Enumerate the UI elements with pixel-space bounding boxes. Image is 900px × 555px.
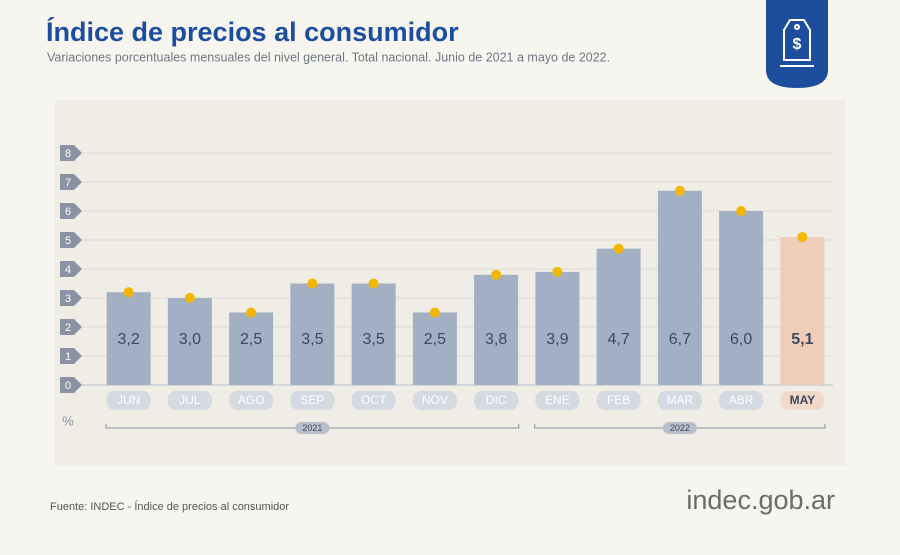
y-tick-badge xyxy=(60,174,82,190)
y-tick-badge xyxy=(60,261,82,277)
value-label: 3,5 xyxy=(363,331,385,348)
bar xyxy=(229,312,274,385)
y-tick-badge xyxy=(60,203,82,219)
x-tick-pill xyxy=(474,391,519,410)
unit-label: % xyxy=(62,413,74,428)
marker xyxy=(429,307,440,318)
y-tick-label: 3 xyxy=(65,293,71,305)
y-tick-badge xyxy=(60,377,82,393)
y-tick-label: 0 xyxy=(65,380,71,392)
logo-icon: $ xyxy=(780,19,814,67)
x-tick-label: FEB xyxy=(607,393,630,407)
bar xyxy=(535,271,580,385)
bar xyxy=(596,248,641,385)
value-label: 3,2 xyxy=(118,331,140,348)
marker xyxy=(368,278,379,289)
x-tick-label: OCT xyxy=(361,393,387,407)
x-tick-label: NOV xyxy=(422,393,448,407)
y-tick-badge xyxy=(60,290,82,306)
x-tick-pill xyxy=(412,391,457,410)
x-tick-pill xyxy=(596,391,641,410)
x-tick-label: ENE xyxy=(545,393,570,407)
marker xyxy=(307,278,318,289)
value-label: 2,5 xyxy=(240,331,262,348)
bar xyxy=(167,298,212,385)
value-label: 4,7 xyxy=(608,331,630,348)
y-tick-label: 4 xyxy=(65,264,71,276)
bar xyxy=(657,190,702,385)
y-tick-label: 6 xyxy=(65,206,71,218)
x-tick-label: MAY xyxy=(790,393,816,407)
y-tick-badge xyxy=(60,348,82,364)
y-tick-label: 1 xyxy=(65,351,71,363)
bar xyxy=(106,292,151,385)
value-label: 3,0 xyxy=(179,331,201,348)
y-tick-label: 2 xyxy=(65,322,71,334)
bar xyxy=(474,274,519,385)
bar xyxy=(412,312,457,385)
marker xyxy=(246,307,257,318)
source: Fuente: INDEC - Índice de precios al con… xyxy=(50,500,289,513)
marker xyxy=(184,293,195,303)
value-label: 6,0 xyxy=(730,331,752,348)
x-tick-label: MAR xyxy=(667,393,694,407)
value-label: 3,9 xyxy=(546,331,568,348)
x-tick-pill xyxy=(290,391,335,410)
value-label: 5,1 xyxy=(791,331,813,348)
bar xyxy=(290,283,335,385)
x-tick-pill xyxy=(106,391,151,410)
marker xyxy=(736,206,747,216)
svg-text:$: $ xyxy=(793,36,802,53)
group-pill xyxy=(295,422,330,434)
group-pill xyxy=(662,422,697,434)
marker xyxy=(491,269,502,280)
value-label: 6,7 xyxy=(669,331,691,348)
marker xyxy=(123,287,134,298)
x-tick-pill xyxy=(657,391,702,410)
y-tick-badge xyxy=(60,232,82,248)
y-tick-label: 5 xyxy=(65,235,71,247)
brand: indec.gob.ar xyxy=(686,485,835,515)
x-tick-label: SEP xyxy=(300,393,324,407)
x-tick-label: AGO xyxy=(238,393,265,407)
bar xyxy=(351,283,396,385)
value-label: 2,5 xyxy=(424,331,446,348)
y-tick-badge xyxy=(60,319,82,335)
y-tick-label: 8 xyxy=(65,148,71,160)
group-label: 2021 xyxy=(302,423,322,433)
x-tick-pill xyxy=(535,391,580,410)
x-tick-pill xyxy=(229,391,274,410)
x-tick-pill xyxy=(719,391,764,410)
x-tick-label: DIC xyxy=(486,393,507,407)
y-tick-badge xyxy=(60,145,82,161)
x-tick-pill xyxy=(167,391,212,410)
marker xyxy=(552,266,563,277)
bar xyxy=(780,237,825,385)
marker xyxy=(613,243,624,254)
value-label: 3,8 xyxy=(485,331,507,348)
chart-title: Índice de precios al consumidor xyxy=(46,16,459,47)
group-label: 2022 xyxy=(670,423,690,433)
x-tick-label: JUL xyxy=(179,393,201,407)
x-tick-pill xyxy=(780,391,825,410)
x-tick-label: JUN xyxy=(117,393,140,407)
x-tick-pill xyxy=(351,391,396,410)
chart-subtitle: Variaciones porcentuales mensuales del n… xyxy=(47,50,610,64)
x-tick-label: ABR xyxy=(729,393,754,407)
y-tick-label: 7 xyxy=(65,177,71,189)
marker xyxy=(674,185,685,196)
bar xyxy=(719,211,764,385)
marker xyxy=(797,232,808,243)
value-label: 3,5 xyxy=(301,331,323,348)
